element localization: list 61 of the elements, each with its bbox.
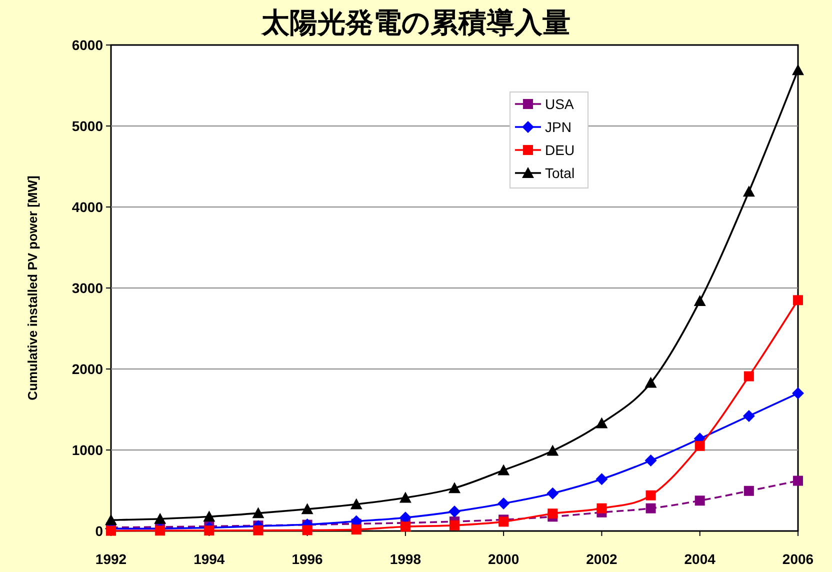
- y-axis-title: Cumulative installed PV power [MW]: [25, 176, 40, 400]
- point: [596, 473, 608, 486]
- y-tick-label: 6000: [72, 37, 104, 53]
- point: [792, 387, 804, 400]
- point: [548, 508, 558, 519]
- point: [646, 490, 656, 500]
- point: [301, 503, 314, 514]
- point: [498, 464, 510, 476]
- point: [596, 503, 607, 514]
- point: [448, 506, 460, 518]
- y-tick-label: 5000: [72, 118, 104, 134]
- y-tick-label: 4000: [72, 199, 104, 215]
- point: [350, 498, 362, 510]
- point: [646, 503, 656, 514]
- point: [351, 524, 362, 535]
- x-tick-label: 1998: [390, 551, 422, 567]
- y-tick-label: 3000: [72, 280, 104, 296]
- point: [204, 526, 214, 536]
- point: [155, 526, 166, 536]
- point: [644, 376, 657, 388]
- point: [744, 486, 754, 496]
- x-tick-label: 1992: [95, 551, 127, 567]
- x-tick-label: 2006: [782, 551, 814, 567]
- point: [744, 371, 754, 382]
- point: [302, 525, 312, 536]
- y-tick-label: 2000: [72, 361, 104, 377]
- point: [154, 512, 166, 524]
- point: [644, 454, 657, 467]
- point: [399, 492, 412, 503]
- point: [546, 444, 559, 456]
- point: [546, 487, 559, 500]
- point: [694, 496, 705, 506]
- legend-label: Total: [545, 165, 575, 181]
- y-tick-label: 0: [95, 523, 104, 539]
- point: [694, 294, 706, 306]
- legend-label: USA: [545, 96, 574, 112]
- x-tick-label: 2004: [684, 551, 716, 567]
- x-tick-label: 2002: [586, 551, 618, 567]
- x-tick-label: 1994: [194, 551, 225, 567]
- y-tick-label: 1000: [72, 442, 104, 458]
- point: [498, 497, 510, 510]
- point: [694, 440, 705, 451]
- point: [793, 476, 803, 486]
- chart-title: 太陽光発電の累積導入量: [260, 7, 570, 38]
- point: [203, 510, 216, 522]
- point: [106, 526, 116, 536]
- point: [448, 482, 460, 494]
- point: [793, 295, 803, 306]
- legend-label: DEU: [545, 142, 575, 158]
- point: [742, 410, 755, 422]
- point: [450, 520, 460, 530]
- legend-label: JPN: [545, 119, 572, 135]
- point: [105, 514, 117, 526]
- point: [400, 522, 410, 532]
- point: [253, 525, 264, 536]
- point: [252, 507, 264, 518]
- point: [792, 64, 804, 76]
- point: [596, 417, 608, 428]
- x-tick-label: 1996: [292, 551, 324, 567]
- point: [742, 186, 755, 197]
- x-tick-label: 2000: [488, 551, 520, 567]
